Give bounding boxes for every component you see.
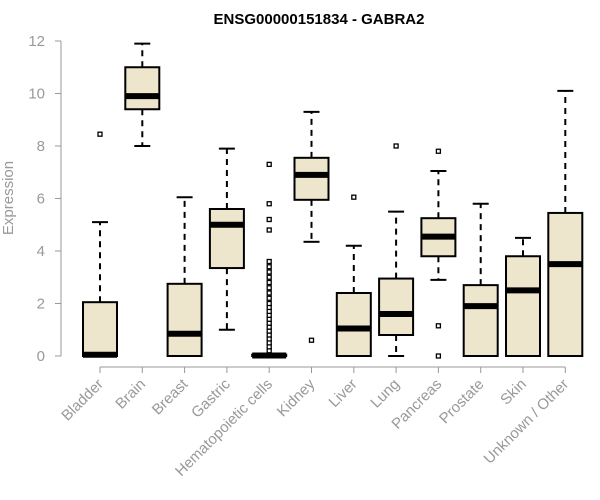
outlier-point: [266, 161, 272, 168]
x-tick-label: Bladder: [58, 376, 107, 425]
outlier-point: [435, 323, 442, 329]
outlier-point: [266, 290, 272, 296]
x-tick-label: Kidney: [274, 375, 319, 420]
iqr-box: [124, 66, 161, 111]
outlier-point: [393, 143, 399, 149]
outlier-point: [266, 201, 272, 207]
y-axis: 0 2 4 6 8 10 12: [28, 33, 62, 365]
outlier-point: [435, 353, 442, 359]
outlier-point: [266, 216, 272, 223]
outlier-point: [266, 279, 272, 286]
outlier-point: [266, 295, 272, 301]
y-tick-label-0: 0: [37, 348, 45, 365]
box-series: [82, 42, 584, 359]
iqr-box: [547, 211, 584, 357]
box-brain: [124, 42, 161, 147]
x-tick-label: Skin: [497, 376, 530, 409]
outlier-point: [266, 300, 272, 307]
box-gastric: [208, 147, 245, 331]
box-bladder: [82, 131, 118, 358]
outlier-point: [266, 264, 272, 270]
outlier-point: [266, 274, 272, 280]
box-lung: [378, 143, 415, 357]
y-tick-label-10: 10: [28, 86, 45, 103]
outlier-point: [97, 131, 103, 137]
y-tick-label-2: 2: [37, 296, 45, 313]
x-tick-label: Brain: [112, 376, 149, 413]
x-tick-label: Breast: [149, 375, 192, 418]
iqr-box: [378, 277, 415, 336]
chart-title: ENSG00000151834 - GABRA2: [214, 11, 425, 28]
iqr-box: [505, 255, 541, 357]
y-tick-label-4: 4: [37, 243, 45, 260]
iqr-box: [208, 208, 245, 270]
outlier-point: [266, 258, 272, 265]
box-hematopoietic-cells: [251, 161, 288, 359]
outlier-point: [435, 148, 442, 154]
box-skin: [505, 236, 541, 357]
iqr-box: [166, 282, 203, 357]
box-liver: [335, 194, 372, 357]
iqr-box: [293, 156, 330, 201]
iqr-box: [82, 301, 118, 357]
box-unknown-other: [547, 89, 584, 357]
box-kidney: [293, 110, 330, 343]
x-tick-label: Prostate: [436, 376, 488, 428]
outlier-point: [351, 194, 357, 200]
box-prostate: [462, 202, 499, 357]
box-pancreas: [420, 148, 457, 359]
outlier-point: [266, 227, 272, 233]
box-breast: [166, 196, 203, 357]
outlier-point: [308, 337, 315, 343]
y-tick-label-8: 8: [37, 138, 45, 155]
y-tick-label-6: 6: [37, 191, 45, 208]
y-tick-label-12: 12: [28, 33, 45, 50]
outlier-point: [266, 269, 272, 275]
iqr-box: [462, 284, 499, 357]
x-tick-label: Lung: [367, 376, 403, 412]
x-tick-label: Liver: [326, 376, 361, 411]
outlier-point: [266, 285, 272, 291]
iqr-box: [335, 292, 372, 357]
y-axis-label: Expression: [0, 161, 17, 235]
